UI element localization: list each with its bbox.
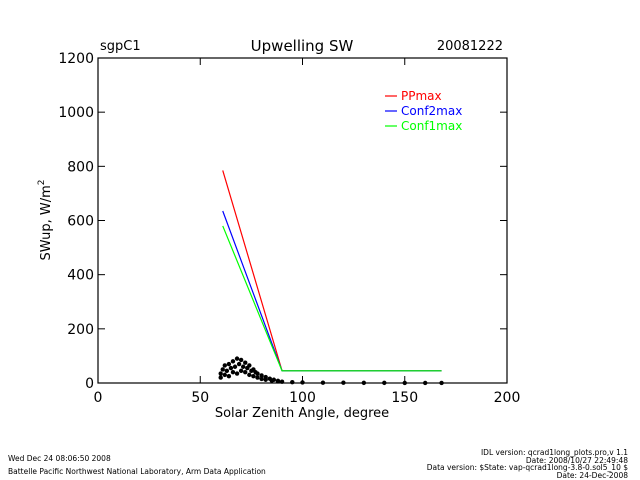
x-tick-label: 150: [391, 390, 418, 406]
observed-point: [243, 360, 248, 365]
observed-point: [232, 364, 238, 369]
observed-point: [251, 374, 256, 379]
observed-point: [247, 363, 252, 368]
x-axis-label: Solar Zenith Angle, degree: [215, 406, 389, 421]
observed-point: [222, 363, 227, 368]
observed-point: [236, 361, 242, 367]
observed-point: [220, 367, 225, 372]
y-tick-label: 400: [67, 268, 94, 284]
observed-point: [226, 361, 232, 367]
observed-point: [361, 380, 367, 386]
observed-point: [234, 356, 240, 361]
y-tick-label: 800: [67, 159, 94, 175]
observed-point: [230, 369, 236, 375]
observed-point: [234, 371, 240, 376]
footer-timestamp: Wed Dec 24 08:06:50 2008: [8, 454, 111, 463]
observed-point: [255, 371, 260, 376]
observed-swup-points: [218, 356, 444, 386]
observed-point: [224, 368, 230, 374]
observed-point: [423, 380, 428, 386]
footer-run-date: Date: 2008/10/27 22:49:48: [526, 456, 628, 465]
legend-label: Conf1max: [401, 119, 462, 133]
y-axis-label-superscript: 2: [37, 179, 47, 185]
legend-label: Conf2max: [401, 104, 462, 118]
y-tick-label: 200: [67, 322, 94, 338]
observed-point: [341, 380, 346, 385]
y-tick-label: 0: [85, 376, 94, 392]
observed-point: [290, 379, 295, 385]
observed-point: [230, 359, 236, 364]
observed-point: [300, 380, 305, 385]
observed-point: [238, 357, 244, 363]
observed-point: [243, 369, 248, 375]
observed-point: [255, 375, 260, 380]
y-tick-label: 1000: [58, 105, 94, 121]
observed-point: [240, 364, 246, 369]
y-tick-label: 600: [67, 214, 94, 230]
observed-point: [275, 379, 281, 384]
x-tick-label: 200: [494, 390, 521, 406]
series-line-ppmax: [222, 170, 442, 372]
observed-point: [218, 371, 223, 376]
x-tick-label: 100: [289, 390, 316, 406]
observed-point: [269, 378, 275, 383]
observed-point: [259, 376, 264, 382]
series-line-conf2max: [222, 210, 442, 372]
observed-point: [402, 380, 407, 386]
observed-point: [218, 375, 223, 380]
observed-point: [222, 372, 227, 378]
observed-point: [279, 379, 285, 384]
footer-lab: Battelle Pacific Northwest National Labo…: [8, 467, 266, 476]
footer-data-date: Date: 24-Dec-2008: [557, 471, 629, 480]
chart-title: Upwelling SW: [251, 37, 354, 55]
series-line-conf1max: [222, 225, 442, 372]
x-tick-label: 0: [94, 390, 103, 406]
observed-point: [238, 368, 244, 374]
legend-label: PPmax: [401, 89, 442, 103]
y-axis-label-group: SWup, W/m2: [37, 179, 54, 260]
axis-ticks: [97, 57, 508, 384]
observed-point: [247, 372, 252, 378]
observed-point: [259, 373, 264, 378]
x-tick-label: 50: [191, 390, 209, 406]
observed-point: [320, 380, 326, 385]
observed-point: [439, 380, 444, 386]
observed-point: [382, 380, 387, 386]
site-label: sgpC1: [100, 39, 141, 54]
observed-point: [226, 374, 232, 379]
observed-point: [263, 377, 268, 382]
footer-data-version: Data version: $State: vap-qcrad1long-3.8…: [427, 463, 629, 472]
series-lines: [222, 170, 442, 372]
y-axis-label: SWup, W/m2: [37, 179, 54, 260]
y-tick-label: 1200: [58, 51, 94, 67]
date-label: 20081222: [437, 39, 503, 54]
observed-point: [228, 365, 234, 371]
footer-idl-version: IDL version: qcrad1long_plots.pro,v 1.1: [481, 448, 628, 457]
tick-labels: 0 50 100 150 200 0 200 400 600 800 1000 1200: [58, 51, 520, 406]
y-axis-label-text: SWup, W/m: [39, 185, 54, 260]
